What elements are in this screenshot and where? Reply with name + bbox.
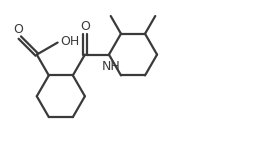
Text: O: O <box>14 23 23 36</box>
Text: NH: NH <box>102 60 120 73</box>
Text: OH: OH <box>60 35 79 48</box>
Text: O: O <box>80 20 90 33</box>
